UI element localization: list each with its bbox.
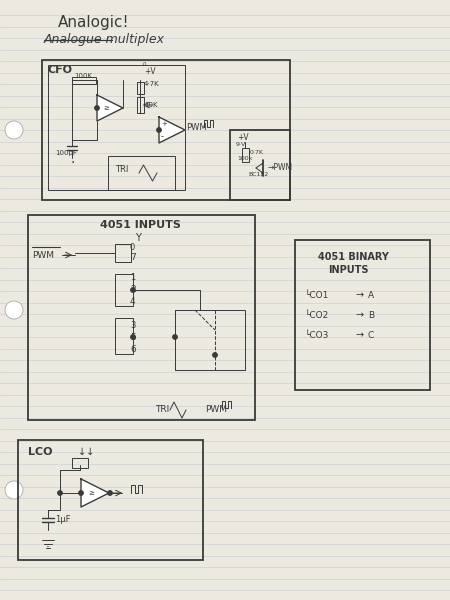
Text: PWM: PWM [205, 406, 227, 415]
Text: ↓↓: ↓↓ [78, 447, 94, 457]
Bar [108, 156, 175, 190]
Circle shape [173, 335, 177, 339]
Text: 4·7K: 4·7K [144, 81, 160, 87]
Text: Y: Y [135, 233, 141, 243]
Text: └CO3: └CO3 [305, 331, 329, 340]
Circle shape [131, 288, 135, 292]
Bar [18, 440, 203, 560]
Text: 0: 0 [143, 62, 147, 67]
Text: +V: +V [144, 67, 156, 76]
Text: 4: 4 [130, 298, 135, 307]
Bar [230, 130, 290, 200]
Circle shape [5, 121, 23, 139]
Circle shape [157, 128, 161, 132]
Circle shape [131, 335, 135, 339]
Text: TRI: TRI [115, 166, 128, 175]
Polygon shape [97, 95, 123, 121]
Bar [115, 318, 133, 354]
Text: TRI: TRI [155, 406, 169, 415]
Circle shape [95, 106, 99, 110]
Bar [72, 458, 88, 468]
Text: 4051 INPUTS: 4051 INPUTS [100, 220, 181, 230]
Text: +V: +V [237, 133, 248, 142]
Text: └CO2: └CO2 [305, 311, 329, 319]
Circle shape [79, 491, 83, 495]
Polygon shape [81, 479, 109, 507]
Bar [136, 82, 144, 94]
Text: 1µF: 1µF [55, 515, 71, 524]
Bar [295, 240, 430, 390]
Text: →: → [355, 290, 363, 300]
Bar [136, 97, 144, 113]
Text: PWM: PWM [186, 124, 207, 133]
Circle shape [213, 353, 217, 357]
Text: 4051 BINARY: 4051 BINARY [318, 252, 389, 262]
Text: 5: 5 [130, 332, 136, 341]
Bar [242, 148, 248, 162]
Text: 100k: 100k [237, 155, 252, 160]
Text: →: → [355, 330, 363, 340]
Bar [115, 274, 133, 306]
Circle shape [108, 491, 112, 495]
Text: -: - [161, 132, 164, 141]
Bar [48, 65, 185, 190]
Bar [115, 244, 131, 262]
Text: 2: 2 [130, 286, 135, 295]
Text: 100K: 100K [74, 73, 92, 79]
Text: 3: 3 [130, 320, 135, 329]
Text: BC182: BC182 [248, 173, 268, 178]
Text: C: C [368, 331, 374, 340]
Text: 0·7K: 0·7K [250, 149, 264, 154]
Text: 1: 1 [130, 274, 135, 283]
Text: A: A [368, 290, 374, 299]
Text: INPUTS: INPUTS [328, 265, 369, 275]
Bar [175, 310, 245, 370]
Bar [72, 76, 96, 83]
Polygon shape [159, 117, 185, 143]
Text: ≥: ≥ [103, 105, 109, 111]
Text: 6: 6 [130, 344, 136, 353]
Circle shape [5, 301, 23, 319]
Circle shape [5, 481, 23, 499]
Circle shape [58, 491, 62, 495]
Text: 7: 7 [130, 253, 136, 263]
Text: PWM: PWM [32, 251, 54, 259]
Text: ≥: ≥ [88, 490, 94, 496]
Bar [28, 215, 255, 420]
Bar [42, 60, 290, 200]
Text: →PWM: →PWM [268, 163, 293, 173]
Text: Analogic!: Analogic! [58, 14, 130, 29]
Text: B: B [368, 311, 374, 319]
Text: →: → [355, 310, 363, 320]
Text: 0: 0 [130, 244, 135, 253]
Text: CFO: CFO [48, 65, 73, 75]
Text: LCO: LCO [28, 447, 53, 457]
Text: ·: · [70, 156, 74, 170]
Text: 9·V: 9·V [236, 142, 246, 148]
Text: Analogue multiplex: Analogue multiplex [44, 34, 165, 46]
Text: ·: · [46, 541, 50, 554]
Text: └CO1: └CO1 [305, 290, 329, 299]
Text: +: + [161, 121, 167, 127]
Text: 100pF: 100pF [55, 150, 77, 156]
Text: 10K: 10K [144, 102, 158, 108]
